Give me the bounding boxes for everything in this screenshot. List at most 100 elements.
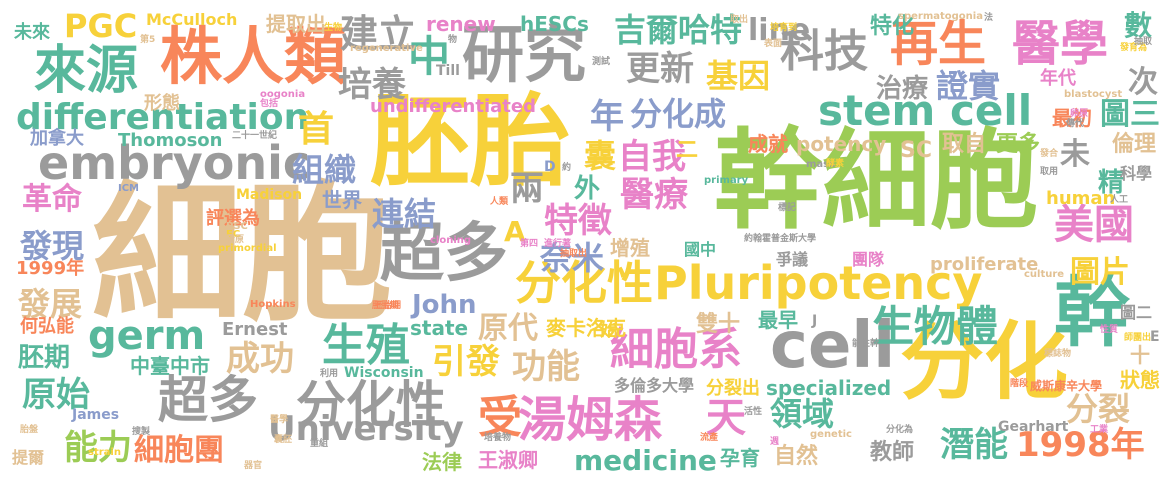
- word-培養物: 培養物: [484, 433, 512, 443]
- word-生物: 生物: [324, 23, 343, 33]
- word-人工: 人工: [1110, 195, 1129, 205]
- word-狀態: 狀態: [1120, 368, 1160, 392]
- word-specialized: specialized: [766, 376, 892, 400]
- word-human: human: [1046, 188, 1116, 209]
- word-圖二: 圖二: [1120, 303, 1153, 322]
- word-團隊: 團隊: [852, 250, 885, 269]
- word-連結: 連結: [372, 195, 437, 233]
- word-提爾: 提爾: [12, 448, 45, 467]
- word-基因: 基因: [706, 57, 771, 95]
- word-能性幹: 能性幹: [852, 339, 880, 349]
- word-約: 約: [562, 163, 572, 173]
- word-Wisconsin: Wisconsin: [344, 365, 424, 381]
- word-中: 中: [408, 32, 451, 81]
- word-spermatogonia: spermatogonia: [898, 11, 983, 22]
- word-標誌物: 標誌物: [1044, 349, 1072, 359]
- word-特徵: 特徵: [544, 201, 612, 241]
- word-圖三: 圖三: [1100, 97, 1160, 132]
- word-potency: potency: [796, 132, 887, 156]
- word-分化性-1: 分化性: [515, 256, 653, 310]
- word-孕育: 孕育: [720, 446, 760, 470]
- word-雙十: 雙十: [696, 312, 741, 337]
- word-世界: 世界: [322, 188, 362, 212]
- word-法: 法: [984, 13, 994, 23]
- word-發展: 發展: [18, 285, 83, 323]
- word-活性: 活性: [744, 407, 763, 417]
- word-傳代: 傳代: [1066, 119, 1085, 129]
- word-科技: 科技: [780, 26, 868, 77]
- word-培養: 培養: [338, 65, 406, 105]
- word-證實: 證實: [936, 67, 1001, 105]
- word-領域: 領域: [770, 395, 835, 433]
- word-Till: Till: [436, 63, 460, 79]
- word-發現: 發現: [20, 227, 85, 265]
- word-mass: mass: [806, 159, 836, 170]
- word-分化為: 分化為: [886, 425, 914, 435]
- word-再生: 再生: [890, 16, 987, 72]
- word-精原: 精原: [226, 235, 245, 245]
- word-工業: 工業: [1090, 425, 1109, 435]
- word-超多-1: 超多: [380, 217, 508, 291]
- word-PSC: PSC: [226, 221, 248, 232]
- word-成就: 成就: [748, 132, 788, 156]
- word-約翰霍普金斯大學: 約翰霍普金斯大學: [744, 234, 817, 244]
- word-自我: 自我: [618, 137, 686, 177]
- word-取自: 取自: [942, 132, 987, 157]
- word-年: 年: [590, 97, 624, 137]
- word-培育到: 培育到: [770, 23, 798, 33]
- word-Gearhart: Gearhart: [998, 419, 1069, 435]
- word-分裂: 分裂: [1066, 390, 1131, 428]
- word-胚胎期-1: 胚胎期: [374, 301, 402, 311]
- word-更新: 更新: [626, 49, 694, 89]
- word-E: E: [1150, 329, 1160, 345]
- word-倫理: 倫理: [1112, 132, 1157, 157]
- word-二: 二: [676, 138, 699, 163]
- word-取用: 取用: [1040, 167, 1059, 177]
- word-differentiation: differentiation: [16, 97, 310, 138]
- word-首: 首: [298, 109, 335, 150]
- word-人類: 人類: [490, 197, 509, 207]
- word-吉爾哈特: 吉爾哈特: [614, 11, 743, 49]
- word-hESCs: hESCs: [520, 12, 589, 36]
- word-原代: 原代: [478, 311, 538, 346]
- word-未來: 未來: [14, 22, 50, 43]
- word-兩: 兩: [510, 169, 544, 209]
- word-年代: 年代: [1040, 68, 1076, 89]
- word-分裂出: 分裂出: [706, 378, 760, 399]
- word-發育為: 發育為: [1120, 43, 1148, 53]
- word-自然: 自然: [774, 444, 819, 469]
- word-次: 次: [1128, 65, 1158, 100]
- word-抽取: 抽取: [1134, 37, 1153, 47]
- word-超多-2: 超多: [158, 371, 258, 429]
- word-階段: 階段: [1010, 379, 1029, 389]
- word-二十一世紀: 二十一世紀: [232, 131, 278, 141]
- word-Ernest: Ernest: [222, 319, 288, 340]
- word-分化成: 分化成: [630, 95, 727, 133]
- word-法律: 法律: [422, 450, 462, 474]
- word-Pluripotency: Pluripotency: [654, 256, 983, 310]
- word-細胞團: 細胞團: [134, 433, 224, 468]
- word-胎盤: 胎盤: [20, 425, 39, 435]
- word-麥卡洛克: 麥卡洛克: [546, 316, 626, 340]
- word-研究: 研究: [462, 18, 587, 91]
- word-表面: 表面: [764, 39, 783, 49]
- word-University: University: [268, 409, 464, 449]
- word-胚期: 胚期: [18, 343, 71, 373]
- word-引發: 引發: [432, 342, 500, 382]
- word-genetic: genetic: [810, 429, 852, 440]
- word-教師: 教師: [870, 440, 915, 465]
- word-治療: 治療: [876, 74, 929, 104]
- word-Madison: Madison: [236, 187, 303, 203]
- word-功能: 功能: [512, 347, 580, 387]
- word-oogonia: oogonia: [260, 89, 306, 100]
- word-EC: EC: [226, 229, 241, 240]
- word-器官: 器官: [244, 461, 263, 471]
- word-germ: germ: [88, 313, 206, 359]
- word-重組: 重組: [310, 439, 329, 449]
- word-strain: strain: [88, 447, 121, 458]
- word-McCulloch: McCulloch: [146, 10, 238, 29]
- word-生物體: 生物體: [872, 302, 999, 351]
- word-culture: culture: [1024, 269, 1065, 280]
- word-取出: 取出: [730, 15, 749, 25]
